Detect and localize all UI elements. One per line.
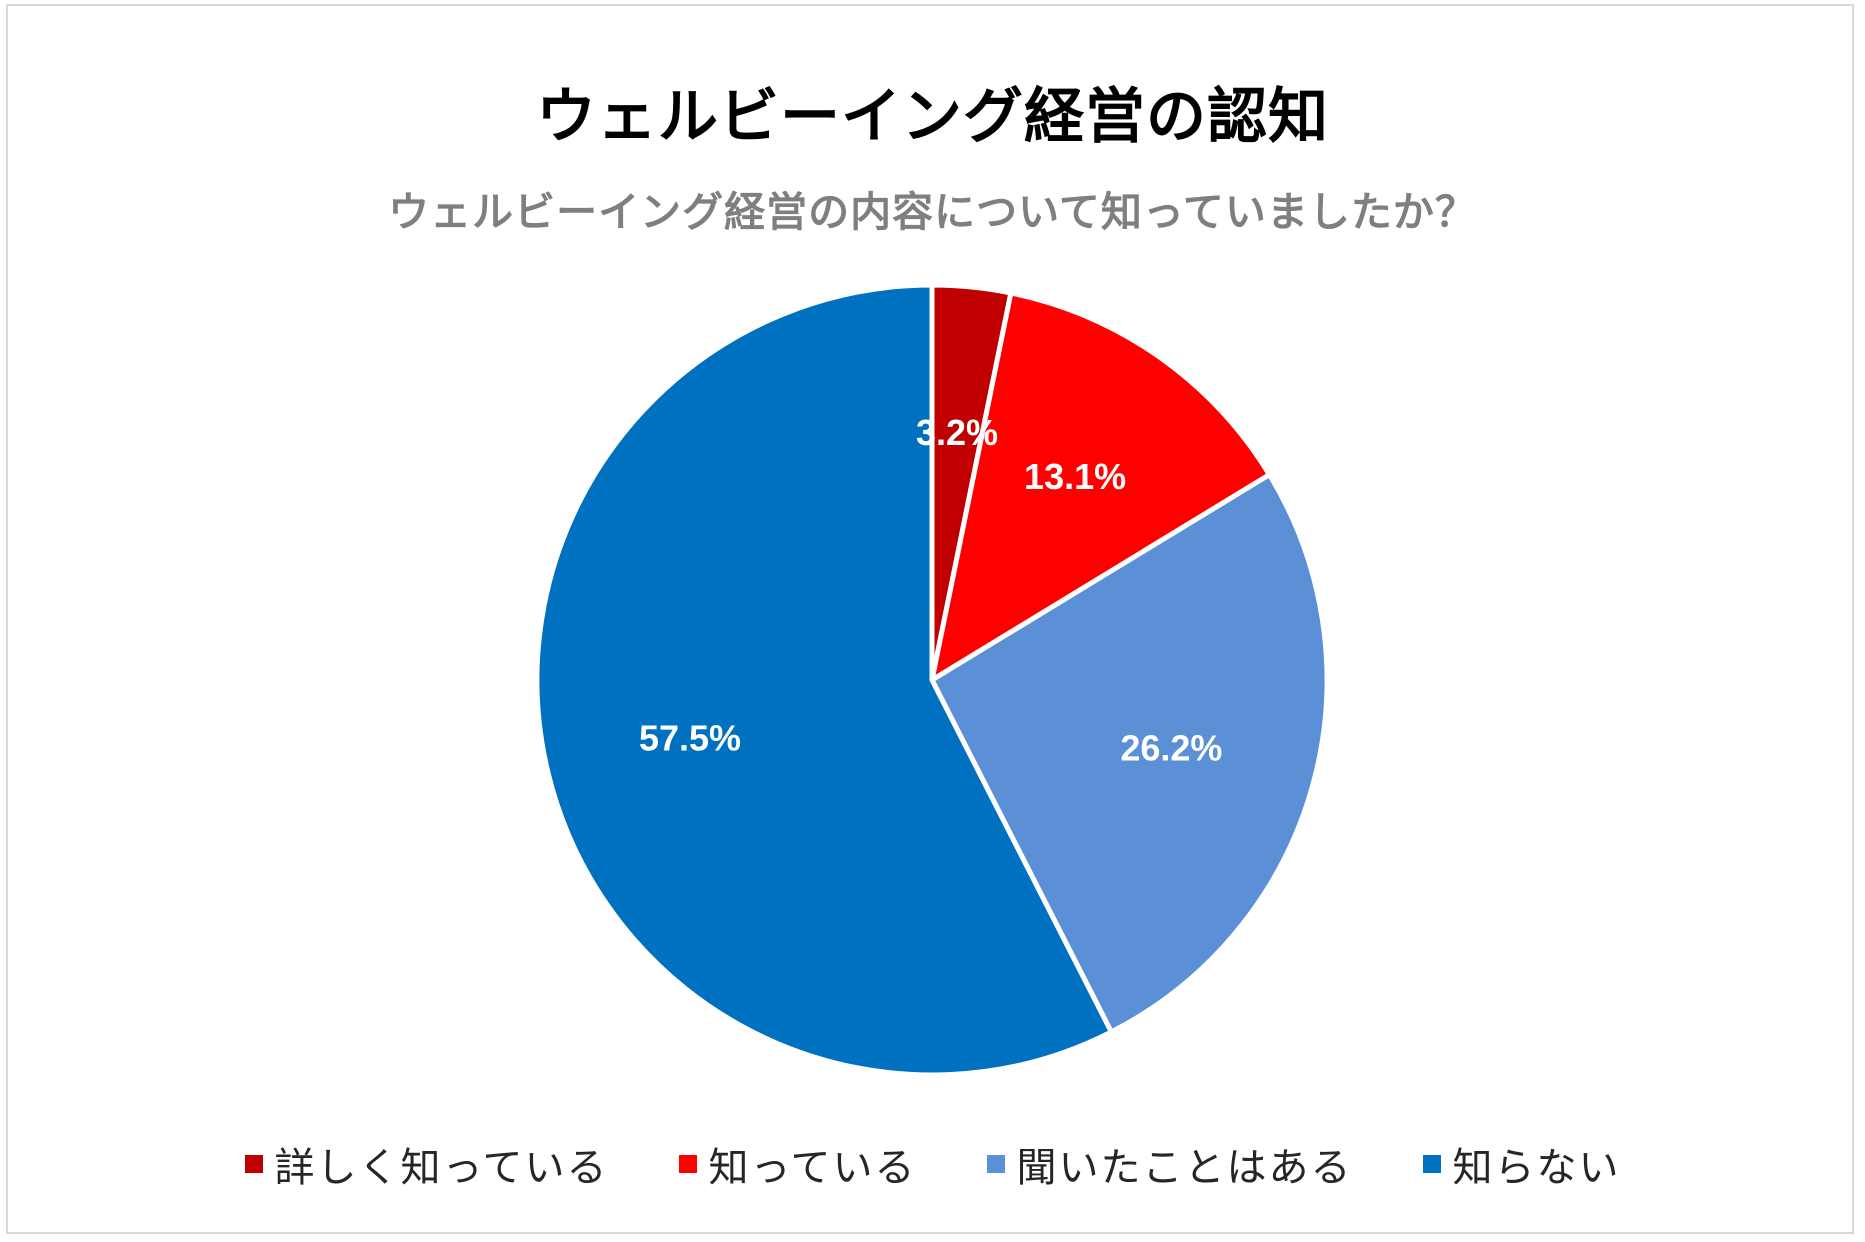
data-label: 26.2%: [1120, 727, 1222, 768]
data-label: 3.2%: [916, 412, 998, 453]
legend-swatch: [986, 1155, 1005, 1173]
legend-label: 聞いたことはある: [1016, 1145, 1353, 1191]
pie-slice: [929, 472, 1330, 1035]
legend-label: 詳しく知っている: [274, 1145, 609, 1191]
legend-label: 知らない: [1452, 1145, 1621, 1191]
chart-title: ウェルビーイング経営の認知: [536, 82, 1329, 152]
legend: 詳しく知っている 知っている 聞いたことはある 知らない: [0, 1135, 1865, 1193]
data-label: 57.5%: [639, 718, 741, 759]
legend-swatch: [678, 1155, 697, 1173]
legend-swatch: [244, 1155, 263, 1173]
pie-slice: [929, 290, 1272, 683]
chart-subtitle: ウェルビーイング経営の内容について知っていましたか？: [388, 188, 1477, 236]
legend-item: 聞いたことはある: [986, 1135, 1353, 1193]
pie-slice: [534, 282, 1114, 1078]
data-label: 13.1%: [1024, 456, 1126, 497]
legend-item: 知っている: [678, 1135, 917, 1193]
legend-item: 知らない: [1422, 1135, 1621, 1193]
legend-swatch: [1422, 1155, 1441, 1173]
legend-label: 知っている: [708, 1145, 917, 1191]
legend-item: 詳しく知っている: [244, 1135, 609, 1193]
